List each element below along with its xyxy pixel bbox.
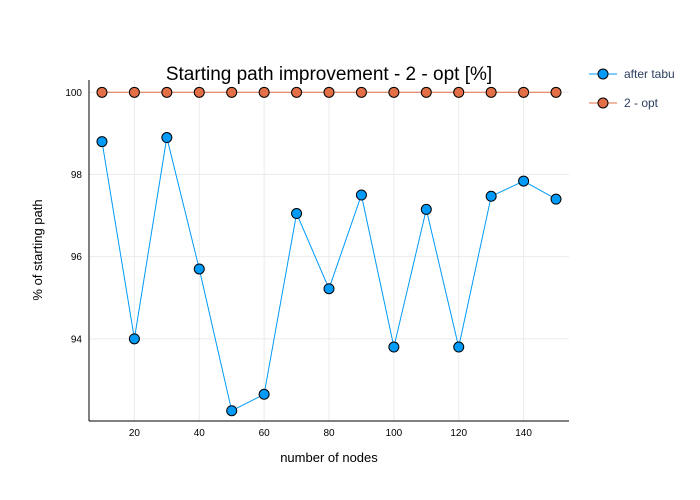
legend-marker-after-tabu bbox=[597, 68, 609, 80]
legend-label-2-opt: 2 - opt bbox=[624, 96, 659, 110]
data-point-after-tabu[interactable] bbox=[193, 263, 205, 275]
data-point-2-opt[interactable] bbox=[323, 86, 335, 98]
data-point-2-opt[interactable] bbox=[485, 86, 497, 98]
data-point-after-tabu[interactable] bbox=[420, 203, 432, 215]
series-layer bbox=[96, 86, 562, 417]
data-point-2-opt[interactable] bbox=[226, 86, 238, 98]
series-2-opt bbox=[96, 86, 562, 98]
data-point-after-tabu[interactable] bbox=[355, 189, 367, 201]
grid-layer bbox=[89, 80, 569, 421]
legend: after tabu 2 - opt bbox=[589, 67, 675, 110]
y-tick-labels: 94 96 98 100 bbox=[65, 88, 82, 346]
y-tick-label: 96 bbox=[71, 252, 83, 263]
data-point-2-opt[interactable] bbox=[128, 86, 140, 98]
legend-marker-2-opt bbox=[597, 97, 609, 109]
legend-label-after-tabu: after tabu bbox=[624, 67, 675, 81]
x-tick-label: 80 bbox=[323, 428, 335, 439]
data-point-after-tabu[interactable] bbox=[161, 132, 173, 144]
x-tick-label: 20 bbox=[129, 428, 141, 439]
data-point-after-tabu[interactable] bbox=[226, 405, 238, 417]
x-tick-label: 140 bbox=[515, 428, 532, 439]
data-point-2-opt[interactable] bbox=[161, 86, 173, 98]
y-tick-label: 98 bbox=[71, 170, 83, 181]
data-point-after-tabu[interactable] bbox=[291, 208, 303, 220]
series-after-tabu bbox=[96, 132, 562, 417]
data-point-2-opt[interactable] bbox=[193, 86, 205, 98]
data-point-after-tabu[interactable] bbox=[518, 175, 530, 187]
data-point-2-opt[interactable] bbox=[355, 86, 367, 98]
legend-item-after-tabu[interactable]: after tabu bbox=[589, 67, 675, 81]
data-point-2-opt[interactable] bbox=[258, 86, 270, 98]
axes-layer bbox=[88, 80, 569, 422]
data-point-after-tabu[interactable] bbox=[323, 283, 335, 295]
data-point-2-opt[interactable] bbox=[291, 86, 303, 98]
data-point-after-tabu[interactable] bbox=[388, 341, 400, 353]
data-point-2-opt[interactable] bbox=[96, 86, 108, 98]
data-point-after-tabu[interactable] bbox=[96, 136, 108, 148]
x-tick-label: 40 bbox=[194, 428, 206, 439]
x-tick-labels: 20 40 60 80 100 120 140 bbox=[129, 428, 533, 439]
data-point-2-opt[interactable] bbox=[550, 86, 562, 98]
data-point-2-opt[interactable] bbox=[420, 86, 432, 98]
data-point-after-tabu[interactable] bbox=[550, 193, 562, 205]
x-tick-label: 100 bbox=[386, 428, 403, 439]
data-point-2-opt[interactable] bbox=[453, 86, 465, 98]
chart-title: Starting path improvement - 2 - opt [%] bbox=[166, 64, 492, 85]
data-point-after-tabu[interactable] bbox=[258, 388, 270, 400]
y-tick-label: 100 bbox=[65, 88, 82, 99]
x-tick-label: 60 bbox=[259, 428, 271, 439]
data-point-2-opt[interactable] bbox=[388, 86, 400, 98]
x-axis-label: number of nodes bbox=[280, 450, 378, 465]
legend-item-2-opt[interactable]: 2 - opt bbox=[589, 96, 659, 110]
data-point-2-opt[interactable] bbox=[518, 86, 530, 98]
data-point-after-tabu[interactable] bbox=[128, 333, 140, 345]
y-axis-label: % of starting path bbox=[30, 199, 45, 300]
x-tick-label: 120 bbox=[450, 428, 467, 439]
data-point-after-tabu[interactable] bbox=[453, 341, 465, 353]
data-point-after-tabu[interactable] bbox=[485, 190, 497, 202]
y-tick-label: 94 bbox=[71, 334, 83, 345]
